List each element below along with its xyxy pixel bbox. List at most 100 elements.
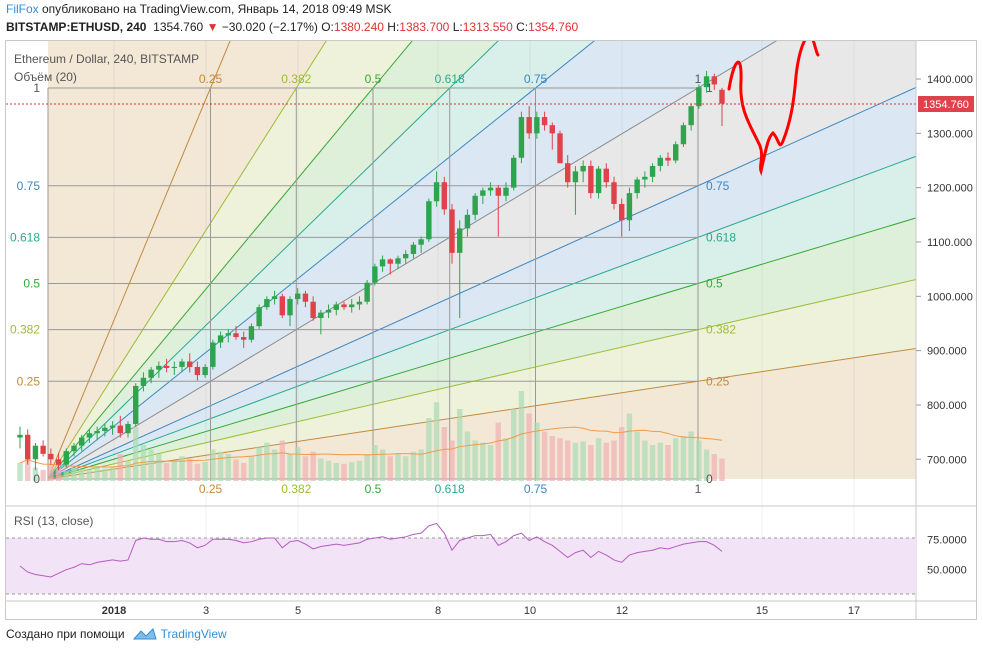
candle-body (79, 437, 85, 446)
volume-bar (595, 438, 602, 481)
volume-bar (626, 413, 633, 481)
volume-bar (472, 440, 478, 481)
rsi-line (19, 522, 723, 578)
hand-drawn-forecast (727, 41, 820, 177)
fan-labels: 0.75 0.75 0.618 0.618 0.5 0.5 0.382 0.382 0.25 0.… (10, 72, 736, 496)
volume-bar (441, 427, 447, 481)
candle-body (487, 187, 494, 191)
volume-bar (449, 440, 455, 481)
candle-body (441, 182, 447, 210)
last-price: 1354.760 (153, 20, 204, 34)
volume-bar (79, 469, 85, 481)
candle-body (17, 434, 23, 438)
candle-body (109, 425, 116, 428)
rsi-axis: 75.0000 50.0000 (927, 534, 967, 576)
rsi-polyline (19, 522, 723, 578)
price-tick-label: 800.000 (927, 400, 967, 412)
low-value: 1313.550 (462, 20, 513, 34)
fan-corner-zero: 0 (33, 472, 40, 486)
candle-body (642, 176, 648, 180)
time-tick-label: 8 (435, 605, 441, 617)
candle-body (619, 203, 625, 221)
tradingview-link[interactable]: TradingView (132, 627, 227, 641)
candle-body (55, 459, 62, 465)
candle-body (264, 299, 270, 308)
candle-body (511, 157, 517, 188)
volume-bar (264, 442, 270, 481)
volume-bar (156, 454, 162, 481)
volume-bar (503, 438, 509, 481)
volume-bar (619, 427, 625, 481)
volume-bar (17, 463, 23, 481)
time-tick-label: 17 (848, 605, 860, 617)
fan-price-label: 0.75 (17, 179, 41, 193)
volume-bar (133, 427, 139, 481)
fan-price-label: 0.618 (10, 230, 40, 244)
rsi-tick-label: 50.0000 (927, 565, 967, 577)
volume-bar (25, 456, 31, 481)
chart-svg[interactable]: 0.75 0.75 0.618 0.618 0.5 0.5 0.382 0.382 0.25 0.… (6, 41, 976, 619)
fan-band (48, 41, 916, 479)
candle-body (719, 89, 725, 104)
candle-body (387, 259, 393, 264)
candle-body (426, 201, 432, 240)
candle-body (588, 165, 594, 194)
candle-body (117, 425, 123, 434)
volume-bar (696, 440, 702, 481)
candle-body (287, 299, 293, 316)
fan-corner-one-right: 1 (706, 81, 713, 95)
volume-bar (241, 463, 247, 481)
candle-body (210, 342, 216, 367)
volume-bars (17, 391, 725, 481)
time-tick-label: 12 (616, 605, 628, 617)
open-label: O: (321, 20, 334, 34)
price-tick-label: 900.000 (927, 346, 967, 358)
candle-body (395, 258, 401, 264)
candle-body (32, 445, 39, 460)
volume-moving-average (19, 426, 723, 468)
candle-body (202, 366, 208, 376)
candle-body (256, 307, 262, 327)
fan-price-label: 0.382 (10, 323, 40, 337)
volume-bar (611, 440, 617, 481)
candle-body (187, 361, 193, 367)
time-axis: 2018 3 5 8 10 12 15 17 (102, 605, 860, 617)
drawn-annotation (727, 41, 820, 177)
volume-bar (217, 451, 224, 481)
candle-body (549, 125, 555, 134)
high-value: 1383.700 (399, 20, 450, 34)
volume-bar (86, 470, 93, 481)
volume-bar (588, 445, 594, 481)
volume-bar (163, 463, 170, 481)
candle-body (595, 168, 602, 194)
author-name[interactable]: FilFox (6, 2, 39, 16)
volume-bar (63, 471, 69, 481)
time-tick-label: 3 (203, 605, 209, 617)
candle-body (518, 117, 525, 158)
fan-right-label: 0.382 (706, 323, 736, 337)
chart-frame[interactable]: 0.75 0.75 0.618 0.618 0.5 0.5 0.382 0.382 0.25 0.… (5, 40, 977, 620)
volume-bar (464, 431, 471, 481)
volume-bar (248, 456, 255, 481)
candle-body (217, 335, 224, 343)
volume-bar (225, 454, 231, 481)
close-label: C: (516, 20, 529, 34)
fan-top-label: 0.618 (435, 72, 465, 86)
rsi-tick-label: 75.0000 (927, 534, 967, 546)
volume-bar (580, 441, 586, 481)
fan-price-label: 0.5 (23, 277, 40, 291)
price-tick-label: 700.000 (927, 454, 967, 466)
volume-bar (295, 447, 301, 481)
candle-body (48, 453, 54, 460)
time-tick-label: 15 (756, 605, 768, 617)
volume-bar (287, 454, 293, 481)
volume-bar (55, 468, 62, 481)
volume-bar (603, 442, 609, 481)
fan-bottom-label: 0.25 (199, 482, 223, 496)
volume-bar (433, 402, 440, 481)
candle-body (611, 182, 617, 204)
volume-bar (349, 462, 355, 481)
candle-body (565, 163, 571, 183)
volume-bar (518, 391, 525, 481)
candle-body (171, 366, 177, 369)
